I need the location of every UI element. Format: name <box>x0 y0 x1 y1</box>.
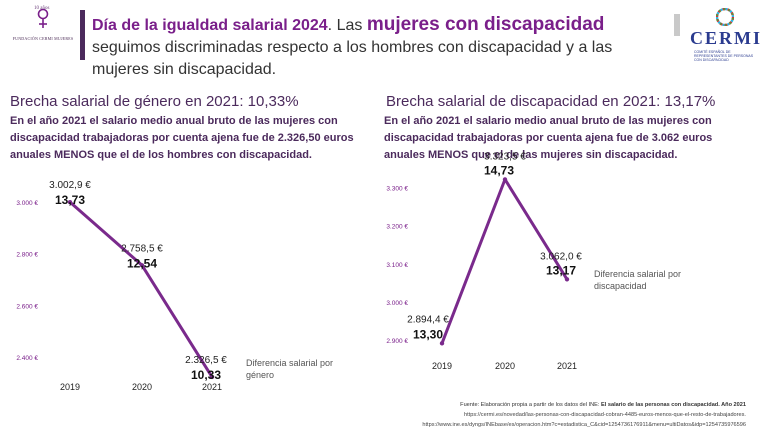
x-tick-label: 2021 <box>202 382 222 392</box>
page-title: Día de la igualdad salarial 2024. Las mu… <box>92 14 672 81</box>
percent-label: 12,54 <box>127 256 157 270</box>
y-tick-label: 3.000 € <box>16 200 38 207</box>
source-title: El salario de las personas con discapaci… <box>601 402 746 408</box>
right-panel-title: Brecha salarial de discapacidad en 2021:… <box>386 93 716 110</box>
value-label: 2.894,4 € <box>407 314 449 325</box>
source-url-2[interactable]: https://www.ine.es/dyngs/INEbase/es/oper… <box>422 422 746 428</box>
title-text-2: seguimos discriminadas respecto a los ho… <box>92 39 613 78</box>
x-tick-label: 2019 <box>60 382 80 392</box>
left-panel-description: En el año 2021 el salario medio anual br… <box>10 115 354 161</box>
percent-label: 13,30 <box>413 327 443 341</box>
data-point <box>502 177 508 182</box>
data-point <box>564 277 570 282</box>
right-panel-description: En el año 2021 el salario medio anual br… <box>384 115 713 161</box>
cermi-subtitle: COMITÉ ESPAÑOL DE REPRESENTANTES DE PERS… <box>694 50 754 62</box>
header-accent-bar <box>80 10 85 60</box>
title-emphasis: mujeres con discapacidad <box>366 14 605 35</box>
cermi-logo: CERMI COMITÉ ESPAÑOL DE REPRESENTANTES D… <box>690 8 760 66</box>
percent-label: 13,73 <box>55 193 85 207</box>
value-label: 3.062,0 € <box>540 251 582 262</box>
x-tick-label: 2020 <box>132 382 152 392</box>
logo-years-text: 10 años <box>34 6 50 11</box>
y-tick-label: 3.300 € <box>386 185 408 192</box>
y-tick-label: 2.900 € <box>386 338 408 345</box>
value-label: 3.002,9 € <box>49 180 91 191</box>
x-tick-label: 2021 <box>557 361 577 371</box>
value-label: 3.323,5 € <box>484 151 526 162</box>
series-line <box>68 200 214 379</box>
y-tick-label: 3.200 € <box>386 224 408 231</box>
y-tick-label: 2.400 € <box>16 355 38 362</box>
data-point <box>67 199 73 205</box>
data-point <box>209 374 215 380</box>
right-legend: Diferencia salarial por discapacidad <box>594 269 682 291</box>
y-tick-label: 2.800 € <box>16 252 38 259</box>
title-text-1: . Las <box>327 17 367 34</box>
fundacion-cermi-mujeres-logo: 10 años FUNDACIÓN CERMI MUJERES <box>8 6 78 48</box>
x-tick-label: 2020 <box>495 361 515 371</box>
scrollbar-thumb[interactable] <box>674 14 680 36</box>
left-legend: Diferencia salarial por género <box>246 358 334 380</box>
value-label: 2.326,5 € <box>185 355 227 366</box>
left-panel-title: Brecha salarial de género en 2021: 10,33… <box>10 93 299 110</box>
source-url-1[interactable]: https://cermi.es/novedad/las-personas-co… <box>463 412 746 418</box>
gender-gap-chart: 3.000 € 2.800 € 2.600 € 2.400 € 2019 2020 2021… <box>16 180 227 392</box>
disability-gap-chart: 3.300 € 3.200 € 3.100 € 3.000 € 2.900 € 2019 2… <box>386 151 582 371</box>
sdg-wheel-icon <box>716 8 734 26</box>
percent-label: 10,33 <box>191 368 221 382</box>
y-tick-label: 3.000 € <box>386 300 408 307</box>
title-highlight: Día de la igualdad salarial 2024 <box>92 17 328 34</box>
y-tick-label: 2.600 € <box>16 303 38 310</box>
source-line: Fuente: Elaboración propia a partir de l… <box>400 400 746 410</box>
data-point <box>139 263 145 268</box>
logo-mark-icon <box>37 8 49 28</box>
cermi-name: CERMI <box>690 28 762 48</box>
y-tick-label: 3.100 € <box>386 262 408 269</box>
source-prefix: Fuente: Elaboración propia a partir de l… <box>460 402 602 408</box>
logo-org-text: FUNDACIÓN CERMI MUJERES <box>12 36 74 41</box>
percent-label: 13,17 <box>546 263 576 277</box>
value-label: 2.758,5 € <box>121 243 163 254</box>
percent-label: 14,73 <box>484 163 514 177</box>
x-tick-label: 2019 <box>432 361 452 371</box>
source-note: Fuente: Elaboración propia a partir de l… <box>400 400 746 430</box>
data-point <box>439 341 445 346</box>
